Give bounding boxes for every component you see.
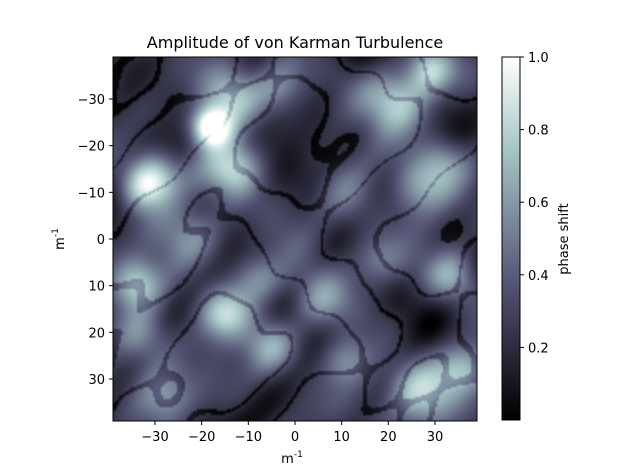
x-axis-label-exponent: -1 bbox=[294, 450, 303, 460]
y-tick-label: 0 bbox=[97, 233, 105, 248]
colorbar-label: phase shift bbox=[557, 203, 572, 274]
heatmap-image bbox=[113, 57, 477, 421]
colorbar: 0.2 0.4 0.6 0.8 1.0 phase shift bbox=[501, 51, 572, 421]
colorbar-tick-label: 0.8 bbox=[528, 124, 549, 139]
colorbar-gradient bbox=[501, 56, 521, 421]
x-axis-label-base: m bbox=[281, 452, 294, 467]
chart-title: Amplitude of von Karman Turbulence bbox=[147, 33, 443, 52]
x-tick-label: 0 bbox=[291, 430, 299, 445]
x-tick-label: −10 bbox=[235, 430, 262, 445]
x-tick-label: 20 bbox=[380, 430, 397, 445]
colorbar-tick-label: 0.2 bbox=[528, 341, 549, 356]
y-tick-label: −20 bbox=[78, 140, 105, 155]
colorbar-tick-label: 0.6 bbox=[528, 196, 549, 211]
y-tick-label: −30 bbox=[78, 93, 105, 108]
y-axis: −30 −20 −10 0 10 20 30 bbox=[78, 93, 113, 388]
plot-area bbox=[112, 56, 478, 422]
x-axis-label: m-1 bbox=[281, 450, 303, 467]
x-tick-label: 10 bbox=[333, 430, 350, 445]
colorbar-ticks: 0.2 0.4 0.6 0.8 1.0 bbox=[520, 51, 549, 356]
x-tick-label: −20 bbox=[188, 430, 215, 445]
x-tick-label: −30 bbox=[141, 430, 168, 445]
y-tick-label: 20 bbox=[88, 326, 105, 341]
y-axis-label-base: m bbox=[53, 237, 68, 250]
colorbar-tick-label: 0.4 bbox=[528, 269, 549, 284]
y-tick-label: 30 bbox=[88, 373, 105, 388]
x-tick-label: 30 bbox=[427, 430, 444, 445]
y-tick-label: −10 bbox=[78, 186, 105, 201]
y-axis-label: m-1 bbox=[51, 228, 68, 250]
y-axis-label-exponent: -1 bbox=[51, 228, 61, 237]
x-axis: −30 −20 −10 0 10 20 30 bbox=[141, 421, 443, 445]
colorbar-tick-label: 1.0 bbox=[528, 51, 549, 66]
y-tick-label: 10 bbox=[88, 280, 105, 295]
